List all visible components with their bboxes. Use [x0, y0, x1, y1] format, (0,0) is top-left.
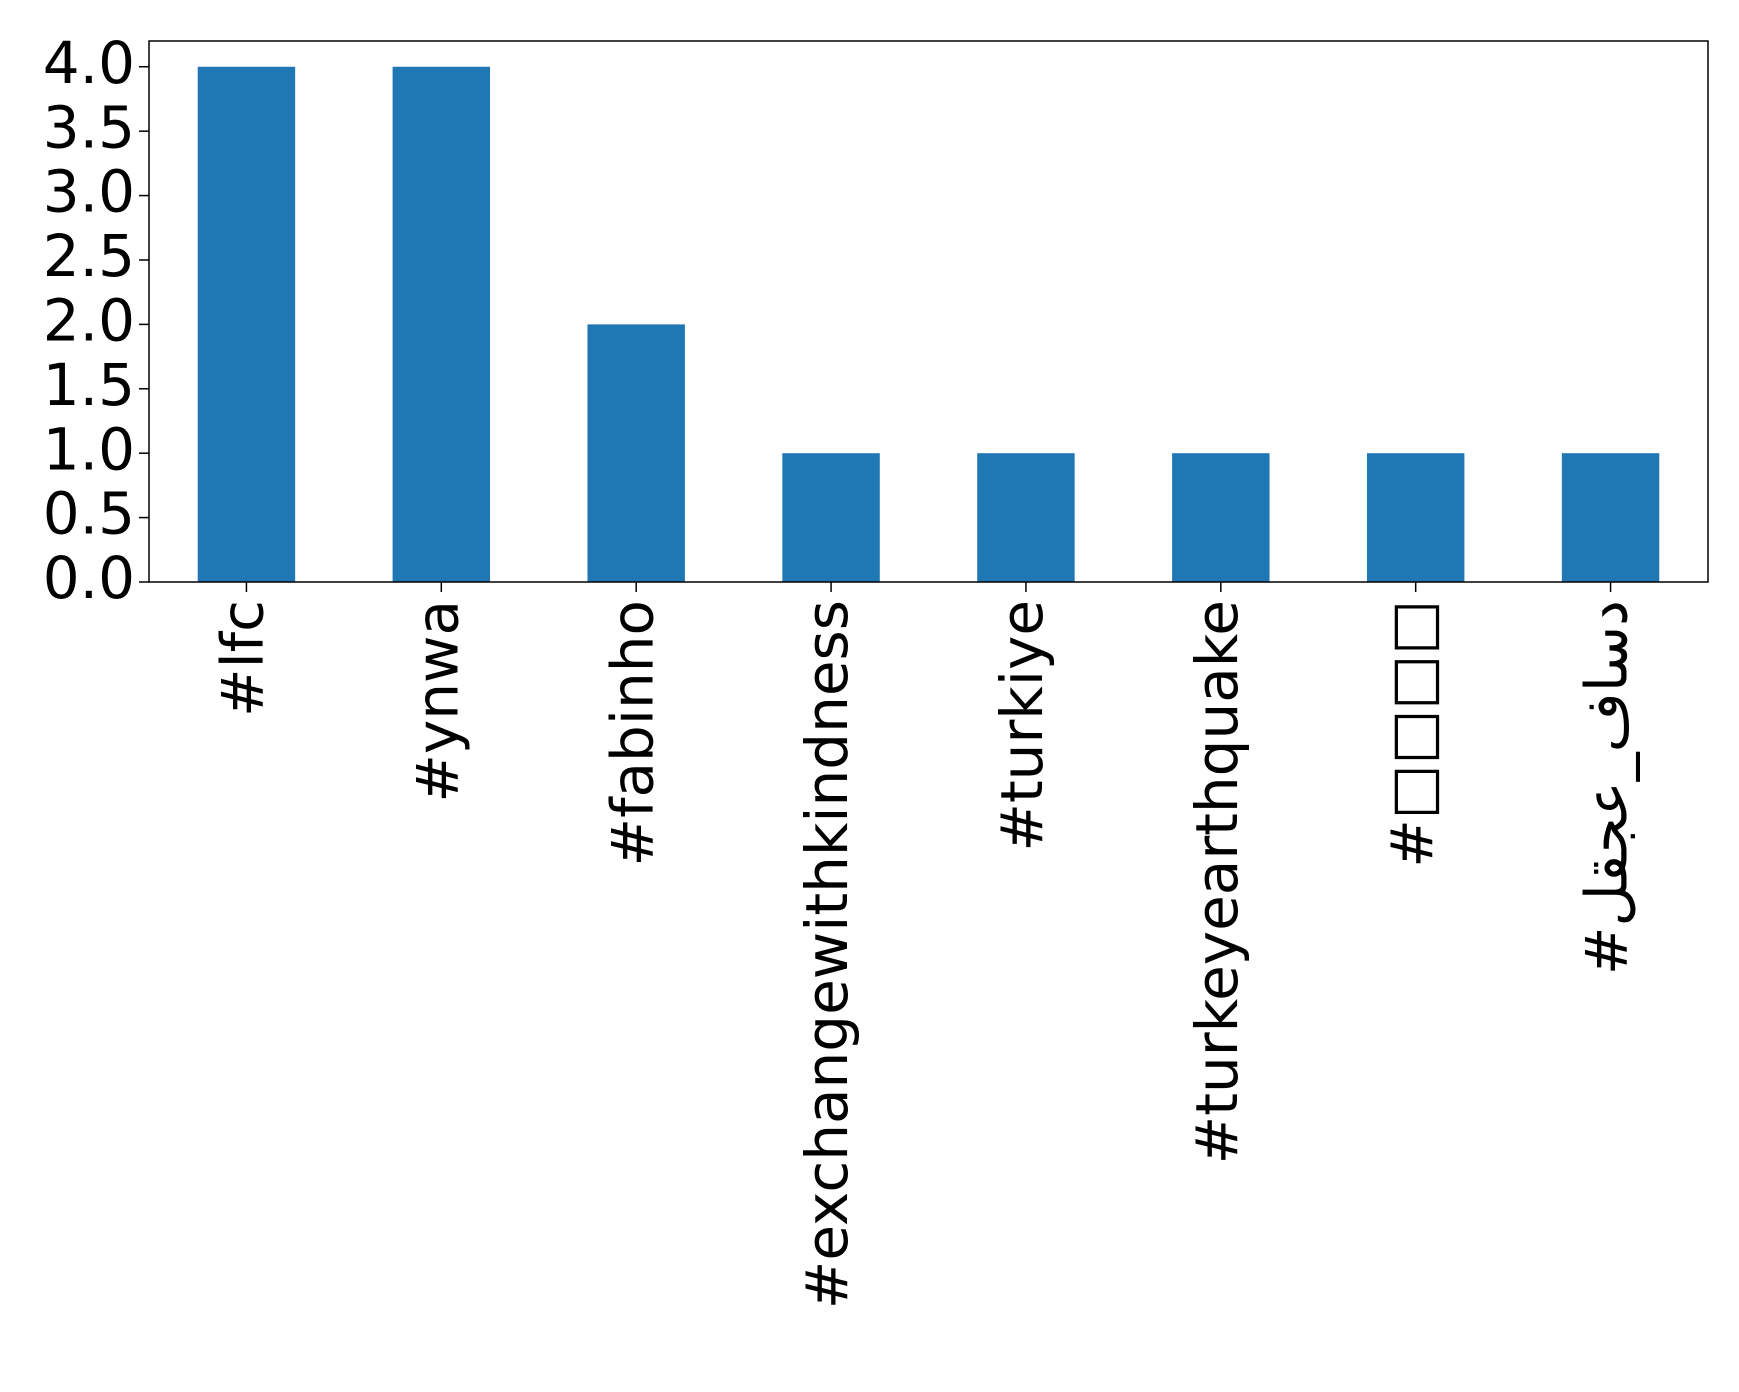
x-tick-label: #fabinho [598, 600, 666, 867]
x-tick-label: #ynwa [403, 600, 471, 803]
x-tick-label: #exchangewithkindness [793, 600, 861, 1309]
y-tick-label: 2.5 [43, 222, 135, 290]
y-tick-label: 1.0 [43, 415, 135, 483]
bar [1561, 453, 1660, 582]
y-tick-label: 0.5 [43, 480, 135, 548]
bar [782, 453, 880, 582]
x-tick-label: #turkiye [988, 600, 1056, 852]
plot-frame [148, 40, 1709, 583]
y-tick-label: 1.5 [43, 351, 135, 419]
bar [1172, 453, 1270, 582]
bar [392, 66, 491, 582]
y-tick-label: 3.0 [43, 158, 135, 226]
x-tick-label: #lfc [209, 600, 277, 717]
bar [977, 453, 1075, 582]
y-tick-label: 4.0 [43, 29, 135, 97]
bar [197, 66, 296, 582]
bar [1366, 453, 1465, 582]
bar [587, 324, 685, 582]
x-tick-label: #turkeyearthquake [1183, 600, 1251, 1164]
x-tick-label: #لقجع_فاسد [1573, 600, 1641, 975]
y-tick-label: 2.0 [43, 286, 135, 354]
x-tick-label: #□□□□ [1378, 600, 1446, 868]
y-tick-label: 3.5 [43, 93, 135, 161]
y-tick-label: 0.0 [43, 544, 135, 612]
